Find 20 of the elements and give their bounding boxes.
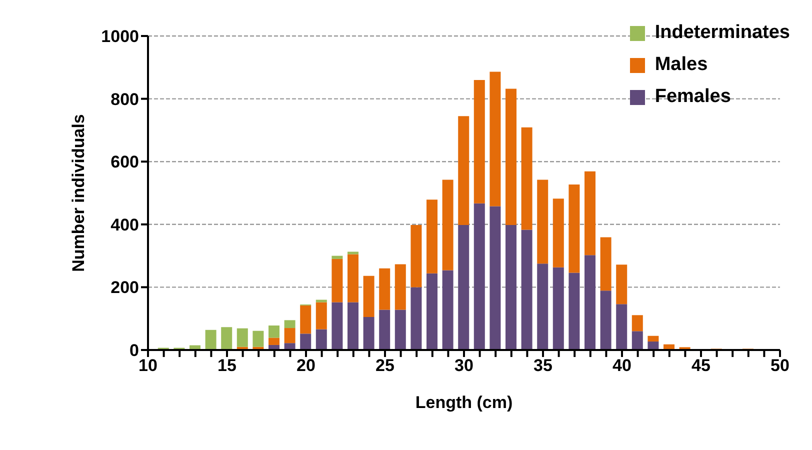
y-tick-label: 1000 [101,27,139,46]
x-tick-label: 25 [376,356,394,376]
x-tick-label: 50 [770,356,790,376]
x-tick-label: 10 [138,356,158,376]
y-tick-label: 800 [110,90,139,109]
legend-label: Males [654,54,708,76]
x-tick-label: 35 [534,356,552,376]
x-tick-label: 15 [218,356,236,376]
x-tick-label: 20 [296,356,316,376]
y-axis-title: Number individuals [69,114,88,272]
x-tick-label: 45 [692,356,710,376]
y-tick-label: 0 [130,341,139,360]
y-tick-label: 600 [110,152,139,172]
x-tick-label: 30 [454,356,474,376]
legend-label: Females [654,86,731,108]
y-tick-label: 400 [110,215,139,234]
x-tick-label: 40 [612,356,632,376]
x-axis-title: Length (cm) [415,393,513,412]
legend-label: Indeterminates [654,22,790,44]
y-tick-label: 200 [110,278,139,298]
